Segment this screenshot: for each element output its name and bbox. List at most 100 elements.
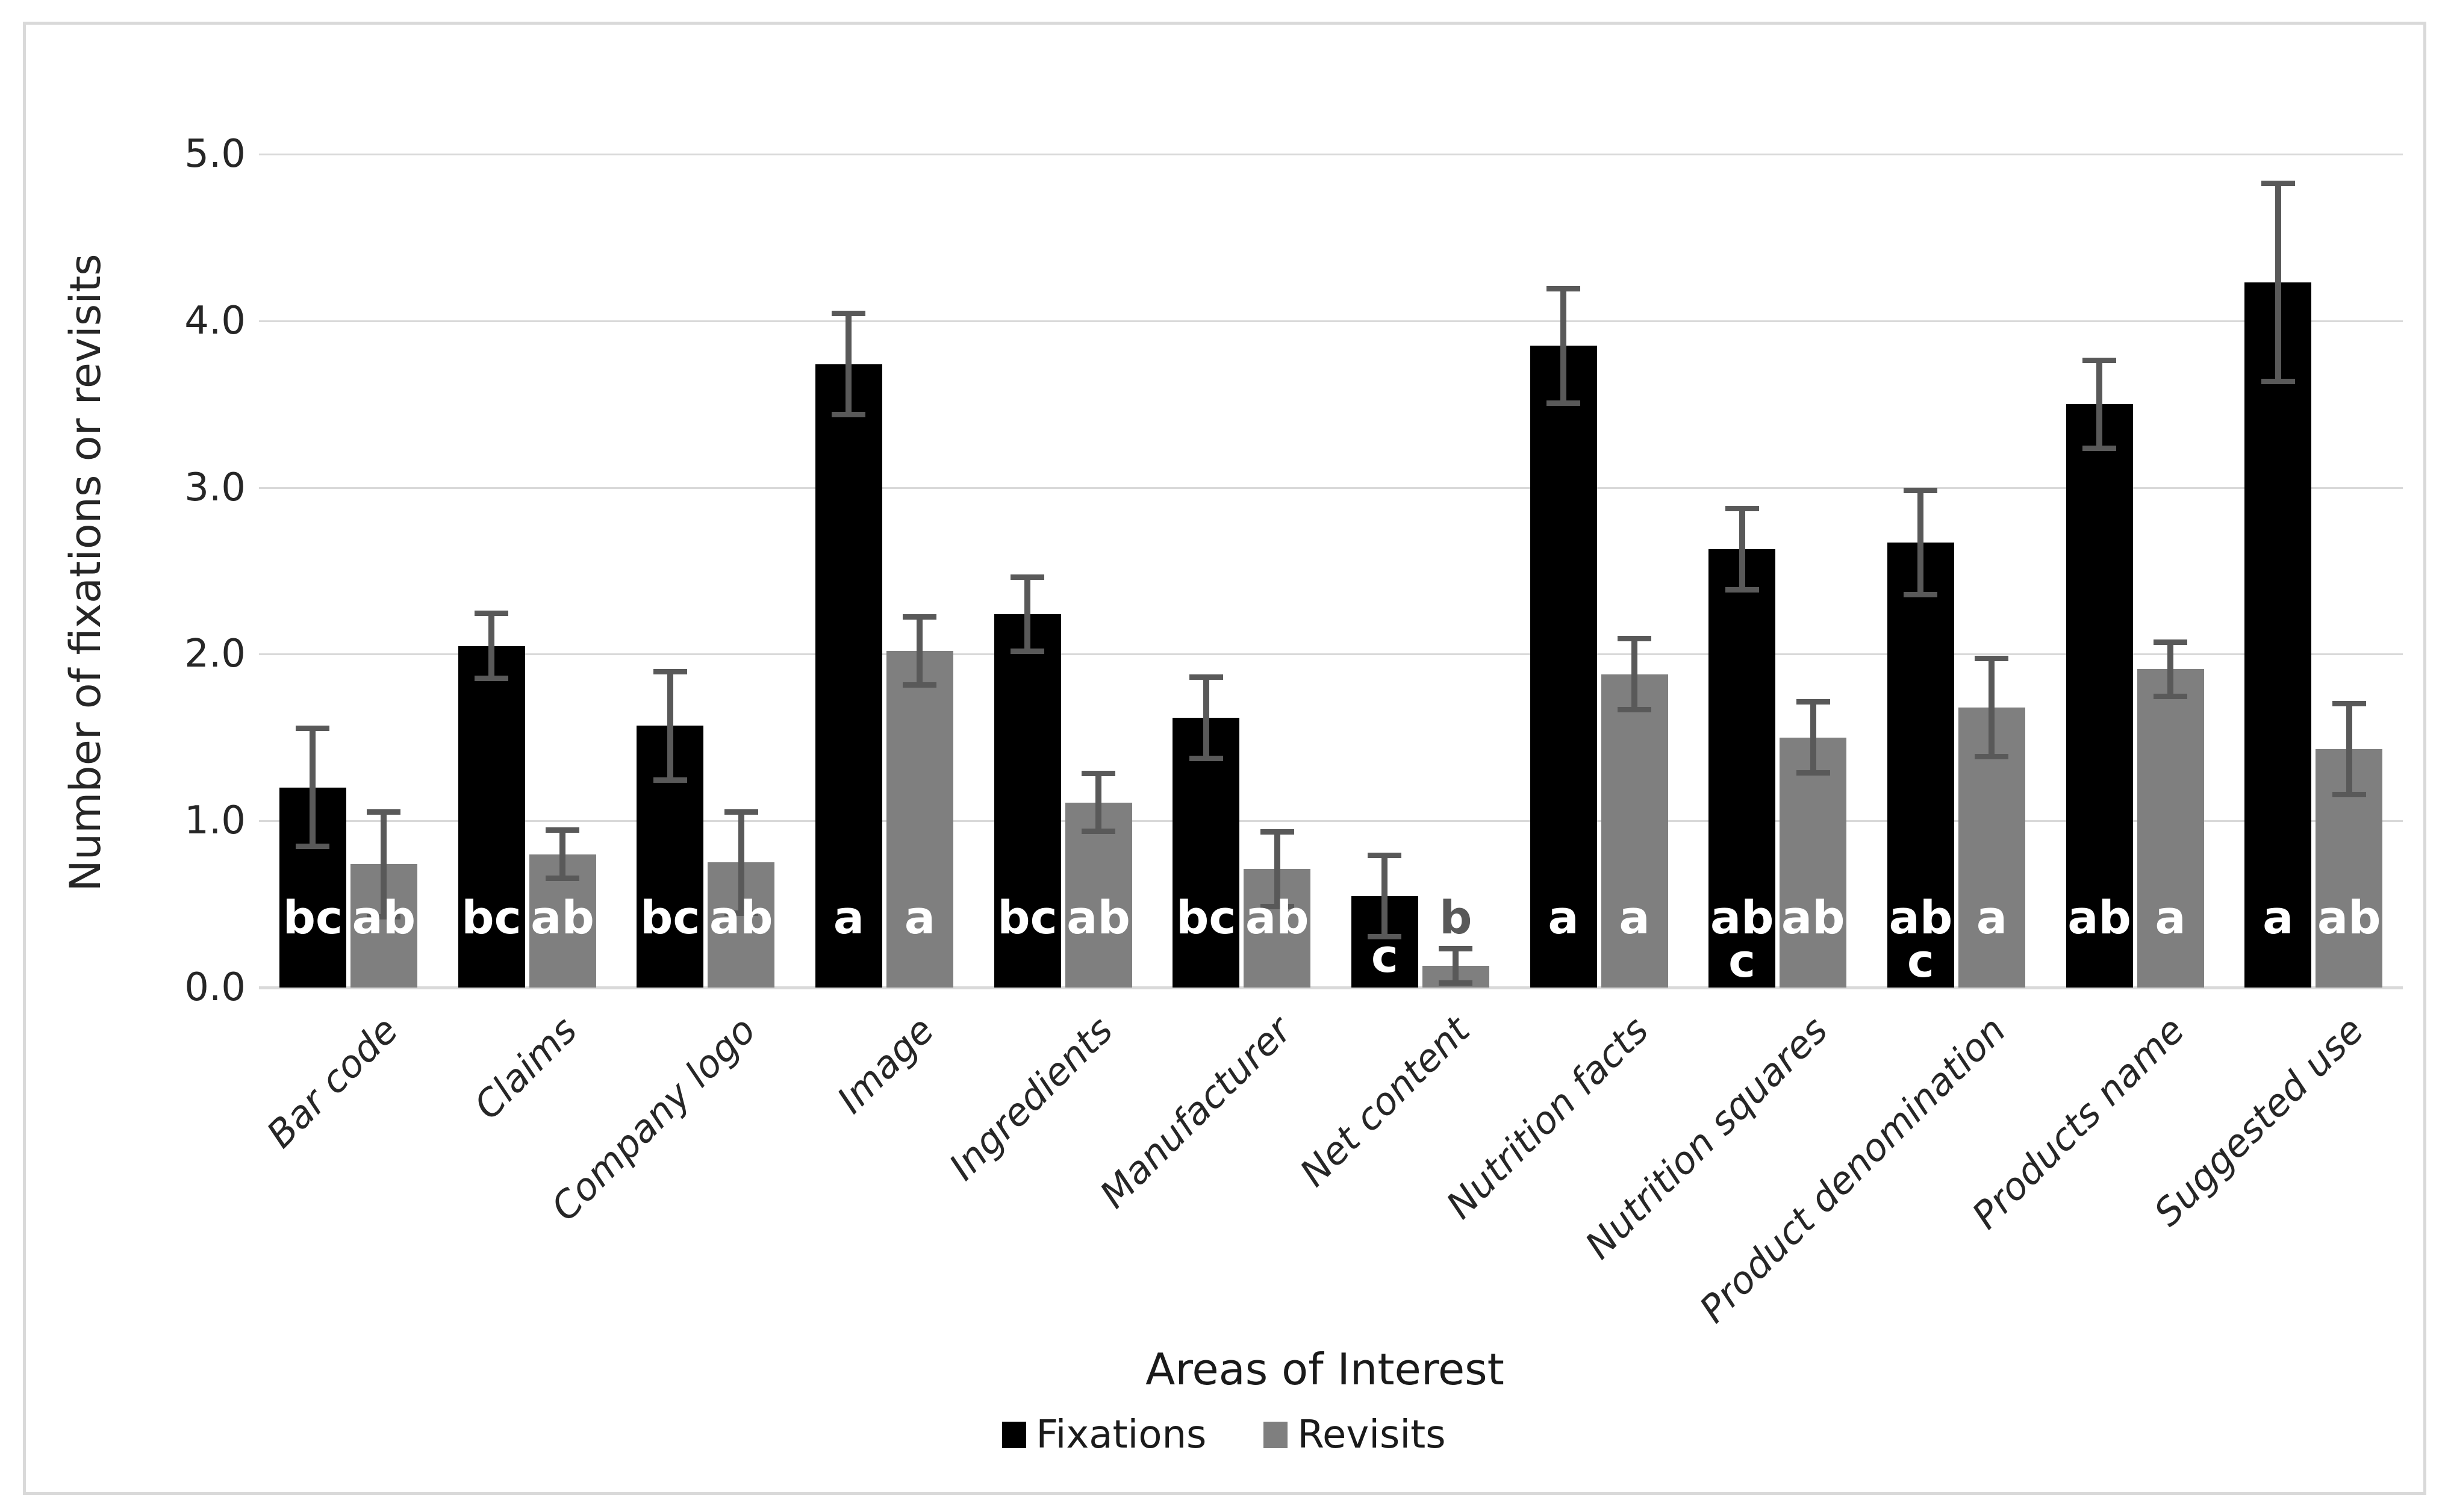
significance-letter: b [1439, 890, 1472, 944]
legend-label-revisits: Revisits [1297, 1413, 1446, 1457]
bar-wrap: ab [2316, 154, 2383, 988]
bar-wrap: a [886, 154, 953, 988]
significance-letter: ab [2067, 890, 2131, 944]
error-bar [2261, 181, 2295, 384]
error-bar [1011, 574, 1045, 655]
error-bar [1975, 656, 2009, 759]
error-bar-stem [1203, 674, 1209, 761]
bar-wrap: ab [1065, 154, 1132, 988]
bar-wrap: ab [350, 154, 417, 988]
bar-wrap: bc [279, 154, 346, 988]
error-bar-stem [2096, 357, 2103, 451]
y-tick-label: 1.0 [184, 798, 246, 844]
significance-letter: a [1548, 890, 1579, 944]
bar-fixations-nutrition-facts [1530, 346, 1597, 988]
y-tick-label: 4.0 [184, 298, 246, 343]
significance-letter: bc [640, 890, 700, 944]
y-axis-title: Number of fixations or revisits [61, 254, 110, 892]
significance-letter: ab [531, 890, 594, 944]
gridline [259, 487, 2403, 489]
significance-letter: ab [352, 890, 416, 944]
significance-letter: a [904, 890, 935, 944]
significance-letter: bc [461, 890, 522, 944]
gridline [259, 820, 2403, 823]
error-bar-stem [2167, 639, 2174, 700]
bar-fixations-nutrition-squares [1708, 549, 1776, 988]
bar-group-products-name: ab a [2046, 154, 2225, 988]
y-tick-label: 0.0 [184, 965, 246, 1010]
bar-revisits-nutrition-facts [1601, 674, 1668, 988]
y-tick-label: 2.0 [184, 632, 246, 677]
significance-letter: a [2155, 890, 2186, 944]
revisits-swatch-icon [1263, 1422, 1288, 1448]
significance-letter: ab [1781, 890, 1845, 944]
bar-wrap: ab [1244, 154, 1311, 988]
error-bar [1618, 635, 1652, 713]
bar-wrap: ab c [1708, 154, 1776, 988]
error-bar-stem [488, 611, 494, 681]
error-bar-stem [1917, 487, 1924, 598]
bar-fixations-manufacturer [1173, 717, 1240, 988]
x-axis-line [259, 986, 2403, 989]
error-bar [1082, 771, 1116, 835]
y-tick-label: 3.0 [184, 465, 246, 510]
error-bar-stem [2275, 181, 2281, 384]
bar-revisits-image [886, 650, 953, 988]
error-bar [2082, 357, 2117, 451]
error-bar [1796, 699, 1830, 776]
gridline [259, 653, 2403, 656]
bar-wrap: b [1422, 154, 1489, 988]
error-bar [1904, 487, 1938, 598]
error-bar-stem [1024, 574, 1031, 655]
x-axis-title: Areas of Interest [1145, 1344, 1504, 1395]
bar-groups: bc ab bc ab bc ab a a bc ab bc ab c b a a ab c ab ab c a ab a… [259, 154, 2403, 988]
error-bar [1725, 506, 1759, 593]
bar-fixations-product-denomination [1887, 542, 1954, 988]
significance-letter: ab [2317, 890, 2381, 944]
error-bar-stem [1810, 699, 1816, 776]
y-tick-label: 5.0 [184, 132, 246, 176]
bar-wrap: a [2244, 154, 2312, 988]
bar-wrap: bc [1173, 154, 1240, 988]
error-bar [1546, 285, 1581, 406]
bar-wrap: ab [529, 154, 596, 988]
error-bar-stem [1095, 771, 1102, 835]
error-bar [1260, 829, 1294, 909]
significance-letter: ab c [1710, 890, 1774, 988]
error-bar [832, 311, 866, 418]
significance-letter: bc [1176, 890, 1236, 944]
significance-letter: a [2263, 890, 2294, 944]
bar-fixations-ingredients [994, 614, 1061, 988]
bar-wrap: a [2137, 154, 2204, 988]
bar-group-ingredients: bc ab [974, 154, 1153, 988]
significance-letter: a [1976, 890, 2008, 944]
error-bar [1189, 674, 1223, 761]
error-bar-stem [310, 726, 316, 850]
error-bar [1368, 852, 1402, 939]
error-bar-stem [667, 669, 673, 783]
bar-revisits-nutrition-squares [1780, 737, 1847, 988]
error-bar [2332, 700, 2366, 798]
error-bar-stem [2346, 700, 2352, 798]
error-bar [1439, 945, 1473, 986]
legend-label-fixations: Fixations [1036, 1413, 1207, 1457]
bar-revisits-products-name [2137, 669, 2204, 988]
bar-wrap: bc [637, 154, 704, 988]
bar-wrap: bc [458, 154, 525, 988]
error-bar [2154, 639, 2188, 700]
bar-group-company-logo: bc ab [616, 154, 795, 988]
error-bar-stem [917, 614, 923, 688]
significance-letter: ab [1067, 890, 1130, 944]
significance-letter: ab [709, 890, 773, 944]
legend: Fixations Revisits [0, 1413, 2448, 1457]
significance-letter: c [1371, 929, 1398, 983]
bar-fixations-image [815, 364, 882, 988]
error-bar [546, 827, 579, 881]
legend-item-fixations: Fixations [1002, 1413, 1206, 1457]
error-bar [367, 809, 401, 919]
bar-group-nutrition-squares: ab c ab [1688, 154, 1867, 988]
gridline [259, 154, 2403, 155]
